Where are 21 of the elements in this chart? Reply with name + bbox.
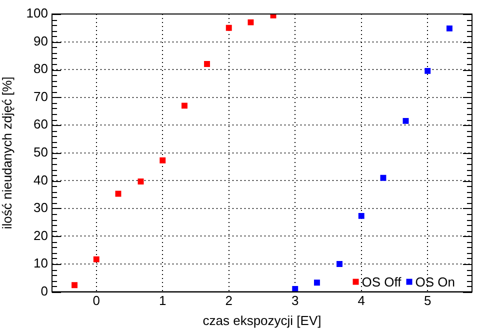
x-tick-label: 4 xyxy=(358,293,365,308)
y-tick-label: 10 xyxy=(34,256,48,271)
y-tick-label: 70 xyxy=(34,88,48,104)
y-tick-label: 80 xyxy=(34,61,48,76)
legend-label: OS Off xyxy=(362,274,402,290)
y-tick-label: 90 xyxy=(34,33,48,48)
y-tick-label: 50 xyxy=(34,144,48,160)
x-tick-label: 3 xyxy=(292,293,299,308)
x-tick-label: 5 xyxy=(424,293,432,308)
x-axis-title: czas ekspozycji [EV] xyxy=(202,312,322,328)
y-tick-label: 60 xyxy=(34,116,48,132)
legend-label: OS On xyxy=(415,274,456,290)
x-tick-label: 1 xyxy=(159,293,166,308)
x-tick-label: 0 xyxy=(92,293,100,308)
y-tick-label: 0 xyxy=(40,283,48,298)
y-tick-label: 20 xyxy=(34,228,48,243)
y-tick-label: 40 xyxy=(34,172,48,188)
x-tick-label: 2 xyxy=(225,293,232,308)
y-axis-title: ilość nieudanych zdjęć [%] xyxy=(0,76,14,230)
y-tick-label: 100 xyxy=(26,6,48,21)
y-tick-label: 30 xyxy=(34,200,48,216)
